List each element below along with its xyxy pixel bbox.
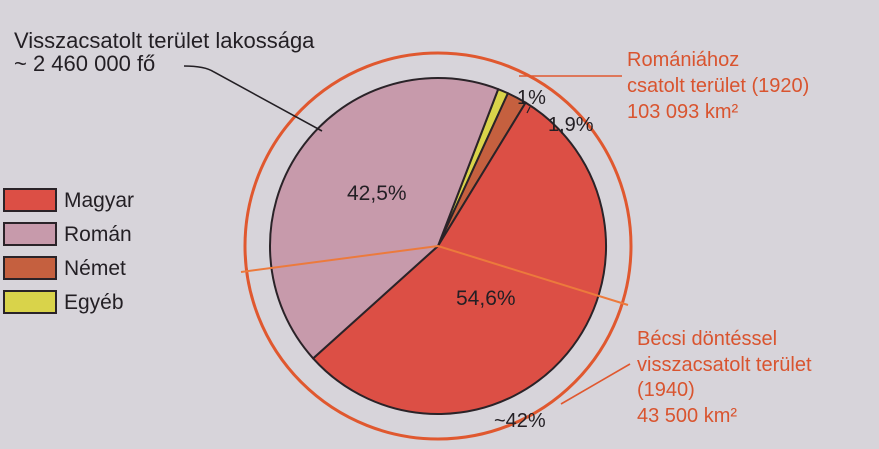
population-value: ~ 2 460 000 fő	[14, 51, 155, 76]
legend-label-roman: Román	[64, 223, 132, 246]
legend-label-magyar: Magyar	[64, 189, 134, 212]
inner-area-label-3: (1940)	[637, 379, 695, 401]
legend-label-egyeb: Egyéb	[64, 291, 124, 314]
outer-ring-label-3: 103 093 km²	[627, 101, 739, 123]
outer-ring-label-1: Romániához	[627, 49, 739, 71]
population-leader-line	[183, 65, 323, 132]
inner-area-share-label: ~42%	[494, 410, 546, 432]
outer-ring-label-2: csatolt terület (1920)	[627, 75, 809, 97]
population-title: Visszacsatolt terület lakossága	[14, 28, 315, 53]
percent-1-leader-line	[526, 106, 531, 114]
outer-territory-ring	[243, 51, 633, 441]
inner-area-label-2: visszacsatolt terület	[637, 354, 812, 376]
inner-area-label-1: Bécsi döntéssel	[637, 328, 777, 350]
slice-label-magyar: 54,6%	[456, 287, 516, 310]
slice-label-egyeb: 1%	[517, 87, 546, 109]
legend-swatch-magyar	[3, 188, 57, 212]
slice-label-roman: 42,5%	[347, 182, 407, 205]
slice-label-nemet: 1,9%	[548, 114, 594, 136]
pie-slice-magyar	[312, 101, 607, 415]
legend-label-nemet: Német	[64, 257, 126, 280]
legend: Magyar Román Német Egyéb	[3, 188, 134, 314]
legend-swatch-roman	[3, 222, 57, 246]
inner-area-label-4: 43 500 km²	[637, 405, 737, 427]
territory-boundary-line	[240, 244, 629, 306]
pie-slice-roman	[269, 77, 500, 360]
legend-swatch-nemet	[3, 256, 57, 280]
pie-slices	[269, 77, 607, 415]
inner-area-leader-line	[560, 363, 631, 405]
legend-swatch-egyeb	[3, 290, 57, 314]
